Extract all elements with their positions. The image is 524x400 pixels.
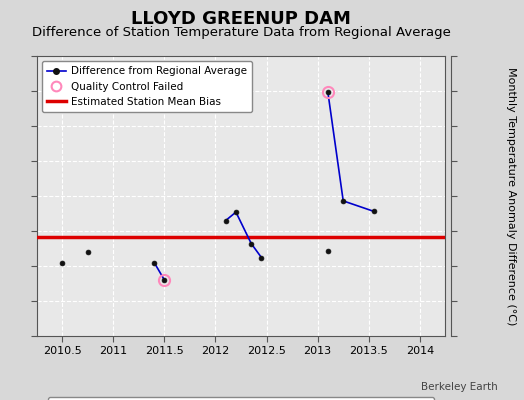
Text: LLOYD GREENUP DAM: LLOYD GREENUP DAM [131,10,351,28]
Text: Berkeley Earth: Berkeley Earth [421,382,498,392]
Text: Difference of Station Temperature Data from Regional Average: Difference of Station Temperature Data f… [31,26,451,39]
Legend: Station Move, Record Gap, Time of Obs. Change, Empirical Break: Station Move, Record Gap, Time of Obs. C… [48,397,434,400]
Text: Monthly Temperature Anomaly Difference (°C): Monthly Temperature Anomaly Difference (… [506,67,516,325]
